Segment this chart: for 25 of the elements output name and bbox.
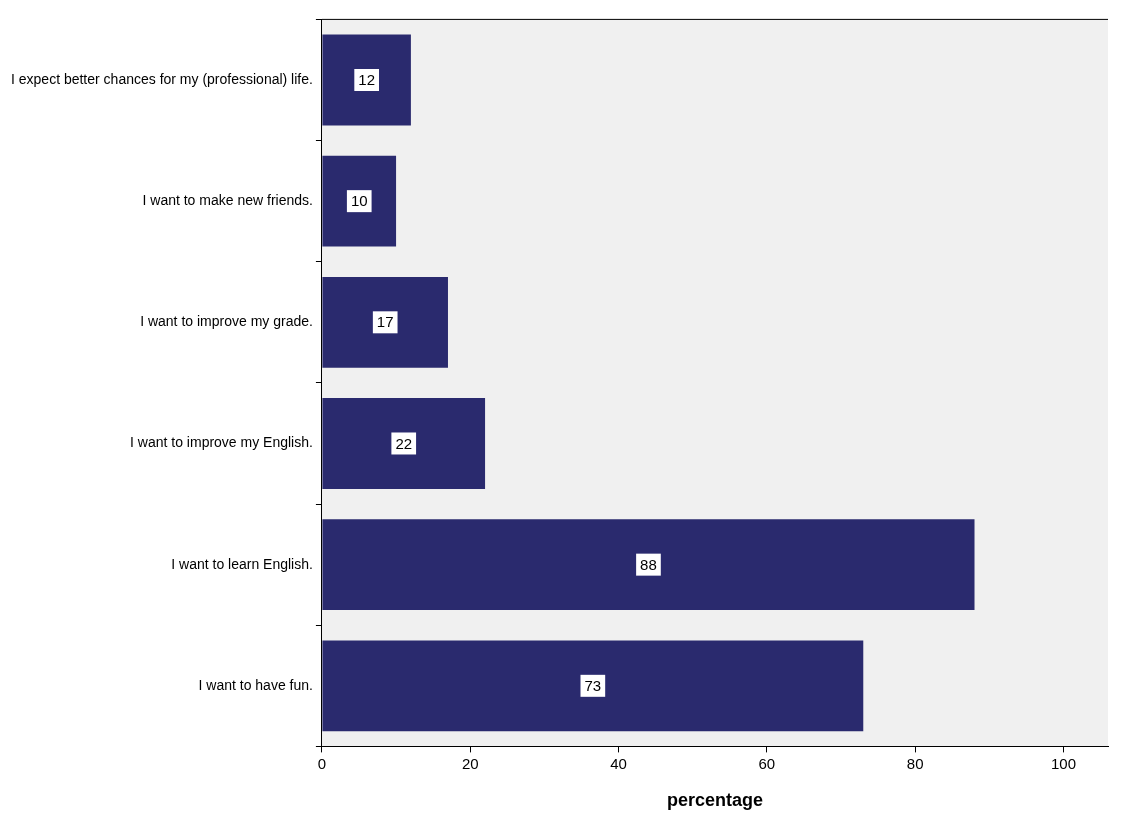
data-label: 73 — [584, 676, 602, 694]
y-tick-label: I expect better chances for my (professional) life. — [10, 70, 313, 87]
x-axis-title: percentage — [666, 790, 763, 811]
x-tick-label: 100 — [1050, 754, 1077, 772]
bar — [322, 155, 397, 247]
x-tick-label: 20 — [461, 754, 479, 772]
data-label: 88 — [640, 555, 657, 573]
x-tick-label: 40 — [610, 754, 627, 772]
bar — [322, 276, 448, 368]
y-tick-label: I want to learn English. — [171, 555, 313, 572]
bar — [322, 640, 864, 732]
bar — [322, 34, 411, 126]
data-label: 22 — [395, 434, 413, 452]
y-tick-label: I want to make new friends. — [142, 192, 313, 209]
data-label: 17 — [376, 313, 394, 331]
bar — [322, 519, 975, 611]
data-label: 10 — [350, 192, 368, 210]
data-label: 12 — [358, 71, 375, 89]
x-tick-label: 60 — [758, 754, 776, 772]
bar — [322, 398, 486, 489]
y-tick-label: I want to improve my grade. — [140, 313, 313, 330]
y-tick-label: I want to have fun. — [198, 676, 313, 693]
x-tick-label: 80 — [906, 754, 924, 772]
y-tick-label: I want to improve my English. — [130, 434, 313, 451]
x-tick-label: 0 — [317, 754, 327, 772]
